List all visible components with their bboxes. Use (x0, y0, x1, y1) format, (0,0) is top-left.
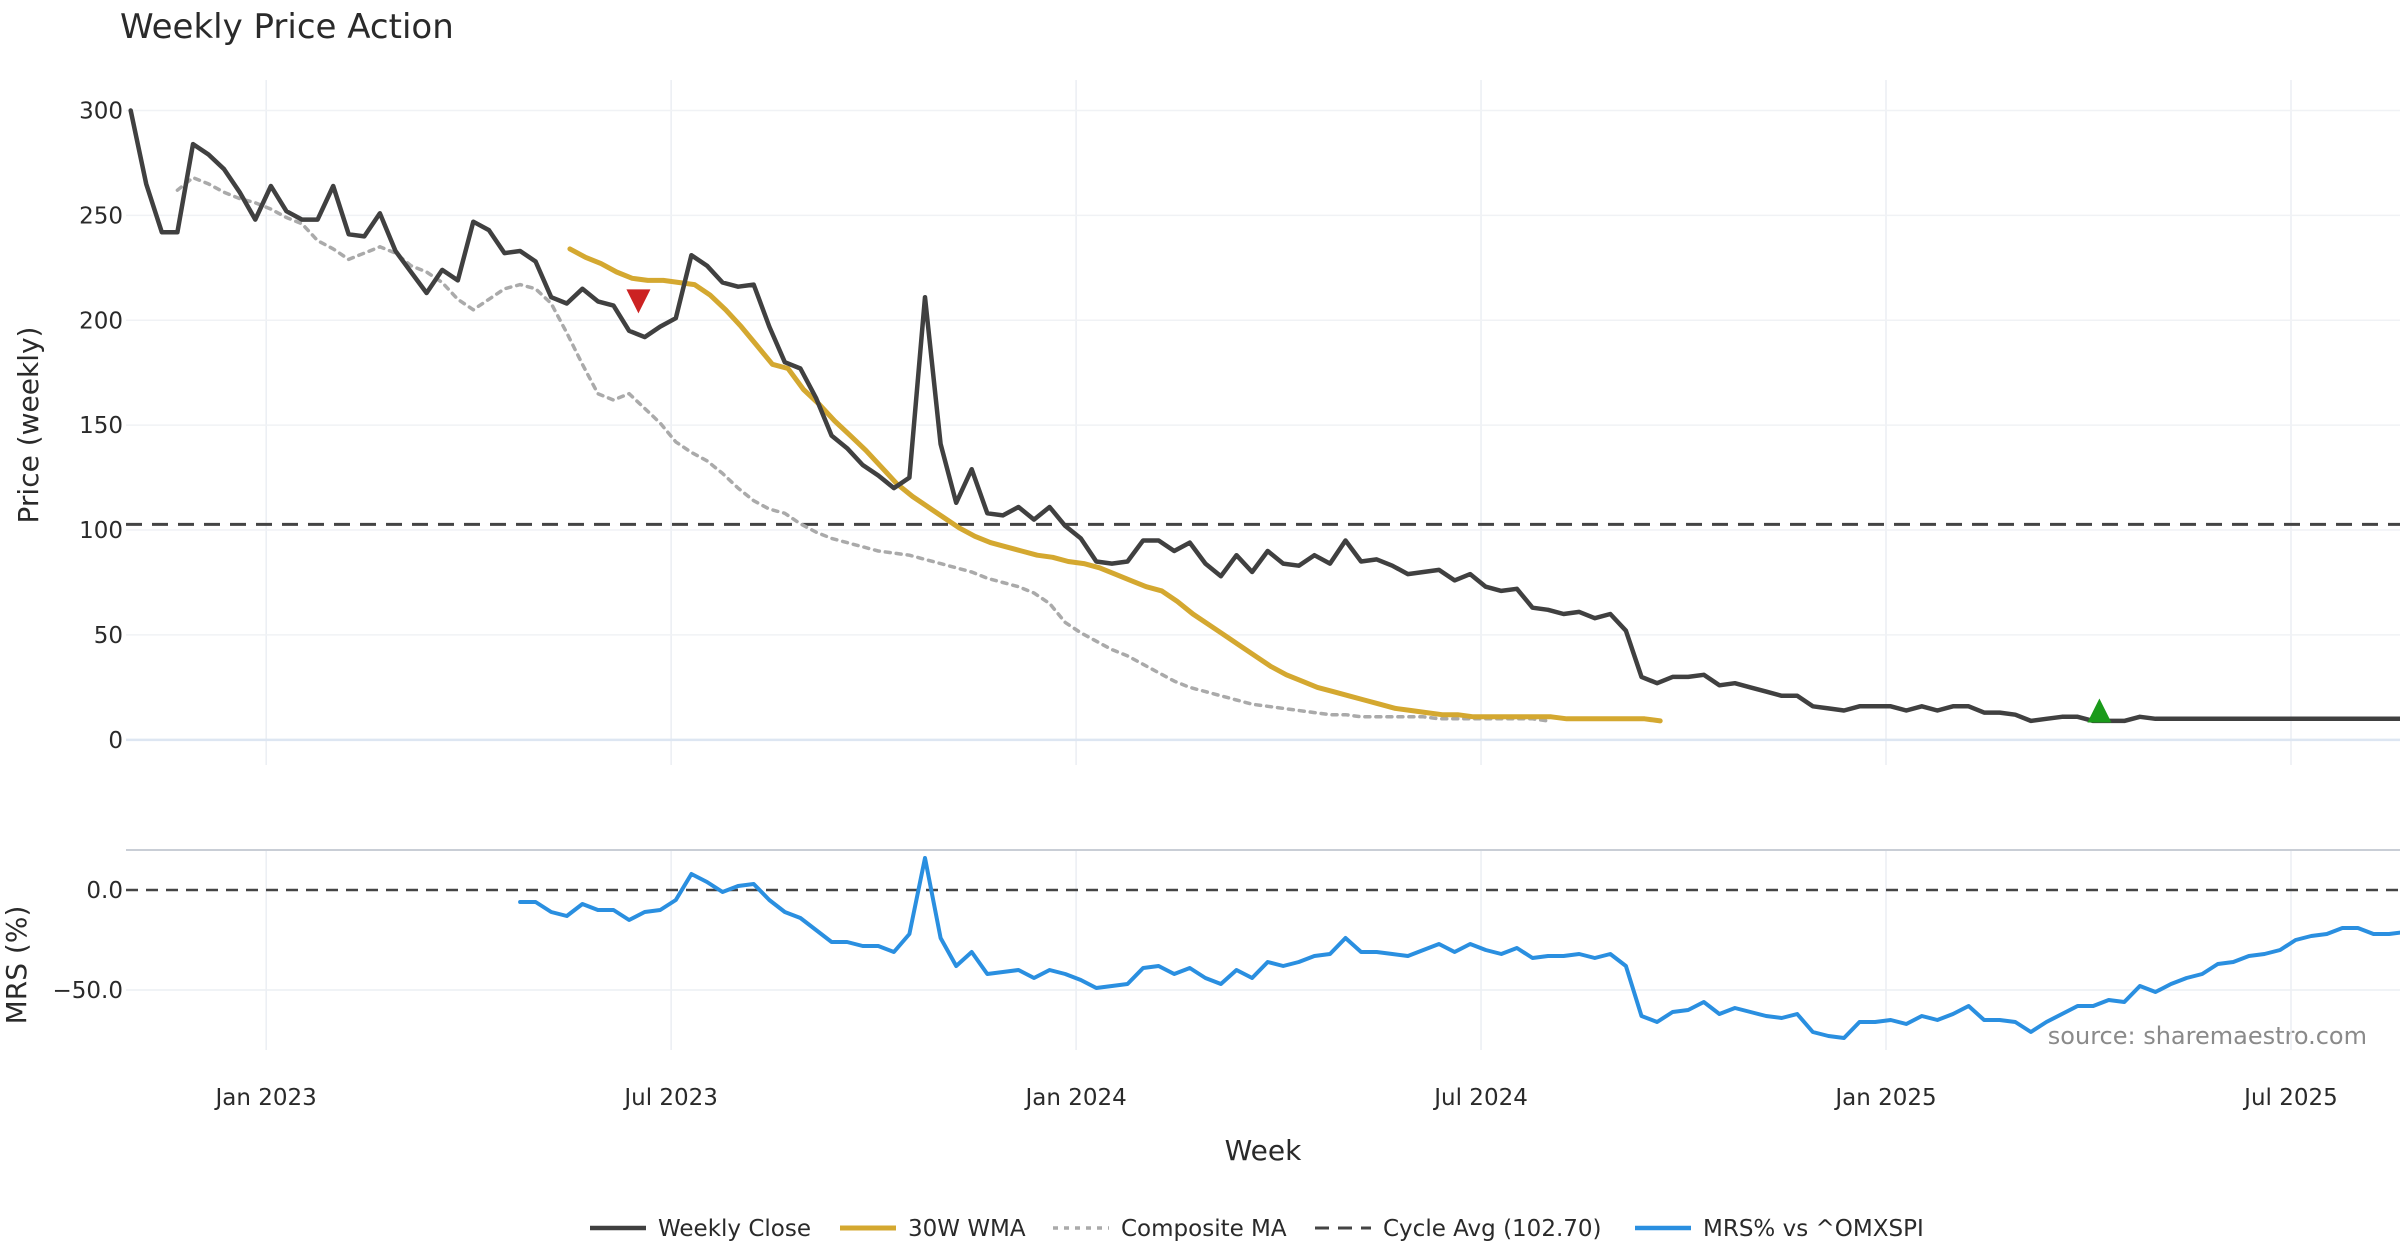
mrs-tick-label: 0.0 (86, 878, 123, 904)
legend: Weekly Close 30W WMA Composite MA Cycle Avg… (590, 1216, 1924, 1242)
grid-layer (126, 80, 2400, 1050)
price-tick-label: 50 (94, 623, 123, 649)
price-tick-label: 300 (79, 98, 123, 124)
legend-item: MRS% vs ^OMXSPI (1635, 1216, 1924, 1242)
x-tick-label: Jan 2025 (1833, 1085, 1936, 1111)
legend-label: 30W WMA (908, 1216, 1026, 1242)
source-note: source: sharemaestro.com (2048, 1022, 2367, 1050)
legend-label: Composite MA (1121, 1216, 1287, 1242)
legend-item: Weekly Close (590, 1216, 811, 1242)
x-tick-label: Jul 2023 (622, 1085, 718, 1111)
sell-signal-marker (626, 289, 651, 314)
legend-item: Composite MA (1053, 1216, 1287, 1242)
x-tick-label: Jul 2025 (2242, 1085, 2338, 1111)
legend-label: MRS% vs ^OMXSPI (1703, 1216, 1924, 1242)
price-tick-label: 250 (79, 203, 123, 229)
x-tick-label: Jul 2024 (1432, 1085, 1528, 1111)
mrs-line (518, 856, 2400, 1040)
legend-item: Cycle Avg (102.70) (1315, 1216, 1602, 1242)
chart-title: Weekly Price Action (120, 7, 454, 47)
price-tick-label: 200 (79, 308, 123, 334)
x-axis-label: Week (1225, 1134, 1302, 1167)
weekly-close-line (128, 108, 2400, 724)
buy-signal-marker (2087, 698, 2112, 723)
mrs-axis-label: MRS (%) (0, 906, 33, 1025)
wma-30w-line (567, 246, 1663, 724)
price-tick-label: 150 (79, 413, 123, 439)
price-tick-label: 100 (79, 518, 123, 544)
x-tick-label: Jan 2024 (1023, 1085, 1126, 1111)
legend-label: Cycle Avg (102.70) (1383, 1216, 1602, 1242)
legend-item: 30W WMA (840, 1216, 1026, 1242)
mrs-tick-label: −50.0 (53, 978, 123, 1004)
legend-label: Weekly Close (658, 1216, 811, 1242)
marker-layer (626, 289, 2112, 723)
composite-ma-line (175, 175, 1550, 723)
tick-layer: 0 50 100 150 200 250 300 0.0 −50.0 Jan 2023 Jul 20… (53, 98, 2338, 1111)
series-layer (128, 108, 2400, 1040)
x-tick-label: Jan 2023 (214, 1085, 317, 1111)
price-tick-label: 0 (108, 728, 123, 754)
price-axis-label: Price (weekly) (12, 327, 45, 524)
